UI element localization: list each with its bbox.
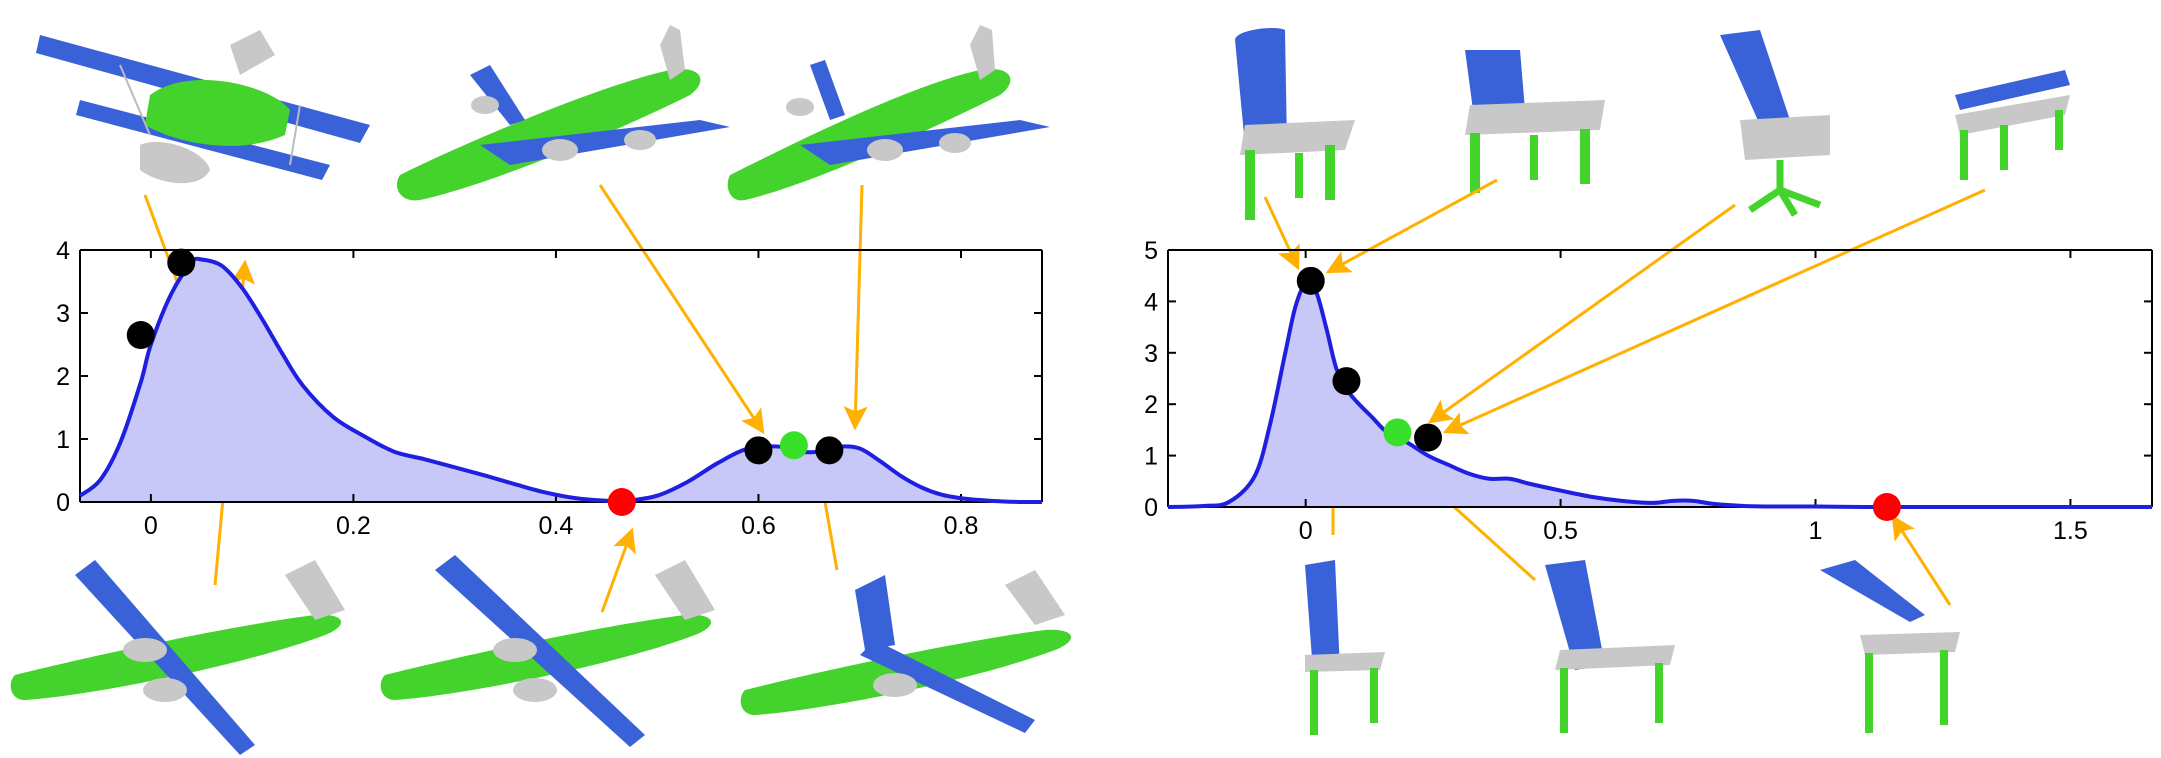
y-tick-label: 0 (56, 489, 70, 517)
x-tick-label: 0.8 (944, 512, 979, 540)
chair-icon (1305, 560, 1385, 735)
y-tick-label: 4 (1144, 288, 1158, 316)
density-area (1168, 282, 2152, 508)
black-marker (1296, 266, 1325, 295)
red-marker (607, 488, 636, 516)
biplane-icon (36, 30, 370, 184)
y-tick-label: 2 (56, 363, 70, 391)
y-tick-label: 2 (1144, 391, 1158, 419)
x-tick-label: 0 (1299, 517, 1313, 545)
x-tick-label: 0.5 (1543, 517, 1578, 545)
arrow (1325, 178, 1498, 274)
airplane-density-chart: 0 0.2 0.4 0.6 0.8 0 1 2 3 4 (56, 237, 1043, 540)
x-tick-label: 1 (1809, 517, 1823, 545)
annotation-arrows (143, 178, 1986, 613)
x-tick-label: 0.2 (336, 512, 371, 540)
y-tick-label: 5 (1144, 237, 1158, 265)
black-marker (744, 436, 773, 465)
chair-density-chart: 0 0.5 1 1.5 0 1 2 3 4 5 (1144, 237, 2153, 545)
y-tick-label: 4 (56, 237, 70, 265)
bench-icon (1955, 70, 2070, 180)
black-marker (167, 248, 196, 277)
turboprop-icon (10, 560, 345, 755)
y-tick-label: 1 (1144, 443, 1158, 471)
chair-illustrations (1235, 28, 2070, 735)
swivel-chair-icon (1720, 30, 1830, 217)
black-marker (1332, 367, 1361, 396)
y-tick-label: 0 (1144, 494, 1158, 522)
green-marker (779, 431, 808, 460)
density-area (80, 258, 1042, 503)
arrow (600, 527, 636, 613)
y-tick-label: 1 (56, 426, 70, 454)
turboprop-icon (740, 570, 1072, 733)
airplane-illustrations (10, 25, 1072, 755)
arrow (1442, 188, 1986, 435)
arrow (1428, 203, 1736, 424)
table-icon (1820, 560, 1960, 733)
chair-icon (1545, 560, 1675, 733)
red-marker (1872, 493, 1901, 521)
arrow (598, 184, 765, 435)
density-curve (1167, 280, 2153, 510)
arrow (1263, 196, 1300, 271)
x-tick-label: 1.5 (2053, 517, 2088, 545)
chair-icon (1235, 28, 1355, 220)
green-marker (1383, 418, 1412, 447)
y-tick-label: 3 (1144, 340, 1158, 368)
x-tick-label: 0.6 (741, 512, 776, 540)
black-marker (815, 436, 844, 465)
black-marker (126, 321, 155, 350)
y-tick-label: 3 (56, 300, 70, 328)
turboprop-icon (380, 555, 715, 747)
black-marker (1414, 423, 1443, 452)
arrow (1891, 514, 1952, 606)
airliner-icon (727, 25, 1050, 201)
chair-icon (1465, 50, 1605, 193)
arrow (843, 184, 868, 431)
airliner-icon (396, 25, 730, 201)
density-curve (78, 256, 1043, 505)
x-tick-label: 0.4 (539, 512, 574, 540)
x-tick-label: 0 (144, 512, 158, 540)
